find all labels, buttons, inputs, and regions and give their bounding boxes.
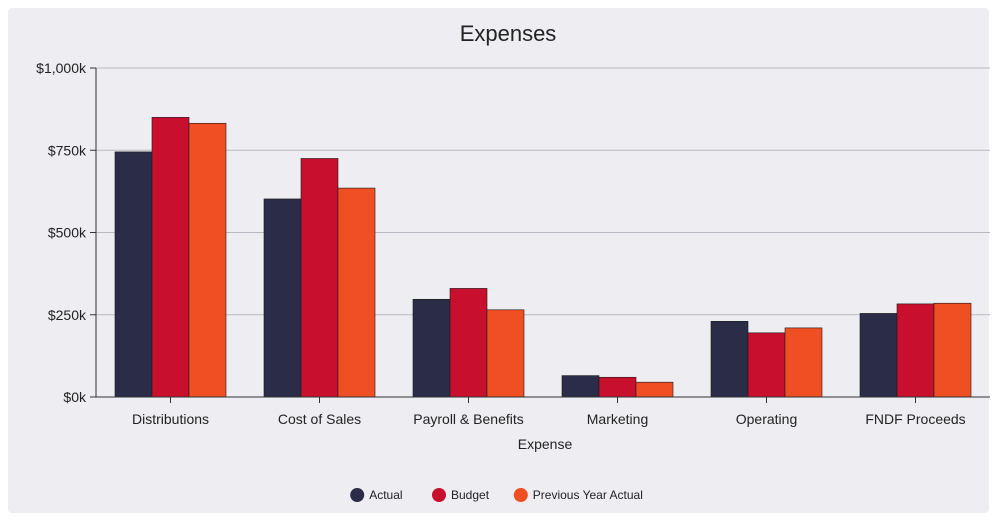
x-axis: Distributions Cost of Sales Payroll & Bene… (96, 396, 990, 427)
bar-previous-year-actual (784, 327, 823, 398)
legend-swatch (432, 488, 446, 502)
y-tick-label: $500k (48, 225, 87, 241)
bar-budget (598, 376, 637, 398)
legend-swatch (513, 488, 528, 502)
chart-title: Expenses (460, 21, 557, 46)
y-tick-label: $0k (63, 389, 87, 405)
bar-actual (859, 313, 898, 398)
legend-label: Actual (369, 488, 402, 502)
legend-item[interactable]: Budget (432, 488, 490, 502)
y-tick-label: $250k (48, 307, 87, 323)
bar-previous-year-actual (486, 309, 525, 398)
bars (114, 117, 972, 398)
y-tick-label: $750k (48, 142, 87, 158)
bar-actual (114, 151, 153, 398)
x-tick-label: Marketing (587, 411, 648, 427)
y-tick-label: $1,000k (36, 60, 87, 76)
bar-previous-year-actual (635, 381, 674, 398)
x-tick-label: FNDF Proceeds (865, 411, 965, 427)
x-tick-label: Operating (736, 411, 797, 427)
bar-budget (151, 117, 190, 398)
bar-previous-year-actual (188, 122, 227, 398)
legend-item[interactable]: Actual (350, 488, 403, 502)
bar-actual (710, 321, 749, 398)
bar-budget (896, 303, 935, 398)
x-tick-label: Distributions (132, 411, 209, 427)
x-axis-title: Expense (518, 436, 573, 452)
x-tick-label: Cost of Sales (278, 411, 361, 427)
bar-previous-year-actual (933, 302, 972, 398)
legend-swatch (350, 488, 365, 502)
legend: Actual Budget Previous Year Actual (350, 488, 643, 502)
gridlines (96, 67, 990, 316)
bar-actual (263, 198, 302, 398)
legend-label: Budget (451, 488, 490, 502)
x-tick-label: Payroll & Benefits (413, 411, 524, 427)
bar-budget (747, 332, 786, 398)
bar-actual (561, 375, 600, 398)
legend-item[interactable]: Previous Year Actual (513, 488, 643, 502)
y-axis: $0k $250k $500k $750k $1,000k (36, 60, 97, 405)
bar-budget (300, 158, 339, 398)
bar-budget (449, 288, 488, 398)
bar-actual (412, 298, 451, 398)
bar-previous-year-actual (337, 187, 376, 398)
legend-label: Previous Year Actual (533, 488, 643, 502)
